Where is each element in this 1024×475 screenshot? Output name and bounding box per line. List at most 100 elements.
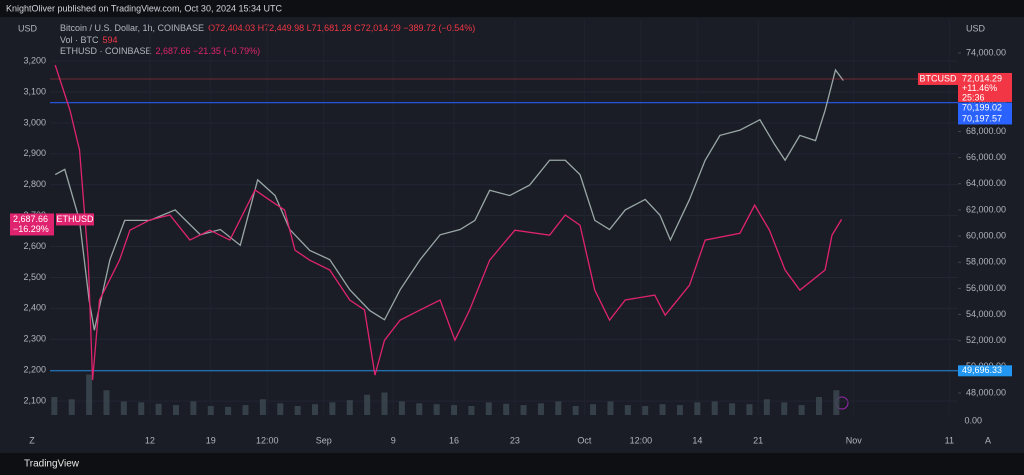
volume-bar	[416, 403, 423, 415]
volume-bar	[676, 405, 683, 415]
volume-bar	[555, 401, 562, 415]
badge-last: 2,687.66	[13, 214, 48, 224]
badge	[918, 72, 958, 85]
vol-label: Vol · BTC	[60, 35, 99, 45]
volume-bar	[433, 404, 440, 415]
volume-bar	[520, 405, 527, 415]
volume-bar	[259, 399, 266, 415]
volume-bar	[346, 400, 353, 415]
badge-name: ETHUSD	[56, 214, 94, 224]
badge-change: −16.29%	[13, 224, 49, 234]
auto-button[interactable]: A	[985, 435, 991, 445]
badge	[958, 72, 1012, 102]
volume-bar	[694, 402, 701, 415]
volume-bar	[711, 401, 718, 415]
vol-value: 594	[103, 35, 118, 45]
y2-tick-label: 58,000.00	[966, 257, 1006, 267]
volume-bar	[312, 404, 319, 415]
volume-bar	[398, 401, 405, 415]
volume-bar	[746, 404, 753, 415]
volume-bar	[51, 397, 58, 415]
x-tick-label: 11	[945, 435, 954, 445]
volume-tick-label: 0.00	[964, 415, 982, 425]
badge	[56, 213, 94, 226]
volume-bar	[833, 390, 840, 415]
price-line-series	[54, 68, 844, 331]
scale-button[interactable]: Z	[29, 435, 35, 445]
volume-bar	[537, 403, 544, 415]
volume-bar	[329, 402, 336, 415]
y-tick-label: 2,100	[23, 395, 46, 405]
x-tick-label: 16	[449, 435, 459, 445]
volume-bar	[120, 401, 127, 415]
symbol: Bitcoin / U.S. Dollar, 1h, COINBASE	[60, 23, 204, 33]
chart-panel	[0, 17, 1024, 453]
x-tick-label: 9	[391, 435, 396, 445]
volume-bar	[225, 406, 232, 415]
volume-bar	[172, 405, 179, 415]
badge-last_label: 72,014.29	[962, 73, 1002, 83]
y2-tick-label: 64,000.00	[966, 178, 1006, 188]
y2-tick-label: 48,000.00	[966, 387, 1006, 397]
y-tick-label: 2,300	[23, 334, 46, 344]
publisher: KnightOliver published on TradingView.co…	[6, 3, 282, 13]
price-label-box	[958, 365, 1012, 377]
eth-quote: 2,687.66 −21.35 (−0.79%)	[156, 46, 261, 56]
volume-bar	[642, 406, 649, 415]
volume-bar	[277, 403, 284, 415]
y2-tick-label: 52,000.00	[966, 335, 1006, 345]
y-tick-label: 2,600	[23, 241, 46, 251]
y-tick-label: 3,200	[23, 55, 46, 65]
volume-bar	[781, 402, 788, 415]
volume-bar	[468, 406, 475, 415]
volume-bar	[485, 402, 492, 415]
x-tick-label: 14	[692, 435, 702, 445]
volume-bar	[763, 399, 770, 415]
y2-tick-label: 54,000.00	[966, 309, 1006, 319]
badge	[10, 213, 54, 236]
volume-bar	[798, 405, 805, 415]
badge-countdown: 25:36	[962, 92, 985, 102]
volume-bar	[572, 406, 579, 415]
x-tick-label: Nov	[846, 435, 863, 445]
volume-bar	[503, 403, 510, 415]
y-tick-label: 2,200	[23, 365, 46, 375]
volume-bar	[624, 405, 631, 415]
x-tick-label: 23	[510, 435, 520, 445]
volume-bar	[451, 405, 458, 415]
right-unit: USD	[966, 23, 986, 33]
volume-bar	[190, 401, 197, 415]
y2-tick-label: 68,000.00	[966, 126, 1006, 136]
x-tick-label: 12:00	[630, 435, 653, 445]
volume-bar	[729, 403, 736, 415]
ohlc: O72,404.03 H72,449.98 L71,681.28 C72,014…	[208, 23, 475, 33]
y-tick-label: 3,100	[23, 86, 46, 96]
volume-bar	[607, 401, 614, 415]
footer-logo: TradingView	[24, 459, 80, 470]
volume-bar	[659, 404, 666, 415]
left-unit: USD	[18, 23, 38, 33]
volume-bar	[381, 392, 388, 415]
y2-tick-label: 66,000.00	[966, 152, 1006, 162]
legend-row: ETHUSD · COINBASE 2,687.66 −21.35 (−0.79%…	[60, 46, 260, 56]
x-tick-label: Sep	[316, 435, 332, 445]
volume-bar	[86, 374, 93, 415]
badge-name: BTCUSD	[919, 73, 957, 83]
y-tick-label: 3,000	[23, 117, 46, 127]
badge-change: +11.46%	[962, 83, 997, 93]
x-tick-label: 12	[145, 435, 155, 445]
y-tick-label: 2,800	[23, 179, 46, 189]
price-label: 70,197.57	[962, 113, 1002, 123]
y2-tick-label: 62,000.00	[966, 204, 1006, 214]
volume-bar	[138, 402, 145, 415]
volume-bar	[242, 405, 249, 415]
y-tick-label: 2,900	[23, 148, 46, 158]
x-tick-label: 12:00	[256, 435, 279, 445]
price-line-series	[54, 64, 843, 381]
volume-bar	[294, 406, 301, 415]
volume-bar	[207, 406, 214, 415]
volume-bar	[68, 399, 75, 415]
volume-bar	[155, 403, 162, 415]
eth-label: ETHUSD · COINBASE	[60, 46, 152, 56]
